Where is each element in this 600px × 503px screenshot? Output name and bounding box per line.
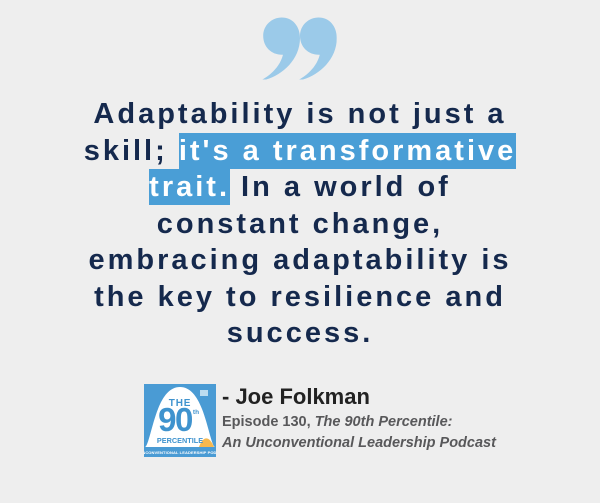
svg-text:AN UNCONVENTIONAL LEADERSHIP P: AN UNCONVENTIONAL LEADERSHIP PODCAST xyxy=(144,450,216,455)
svg-text:PERCENTILE: PERCENTILE xyxy=(157,436,203,445)
svg-text:90: 90 xyxy=(158,401,192,438)
svg-text:th: th xyxy=(193,409,199,416)
